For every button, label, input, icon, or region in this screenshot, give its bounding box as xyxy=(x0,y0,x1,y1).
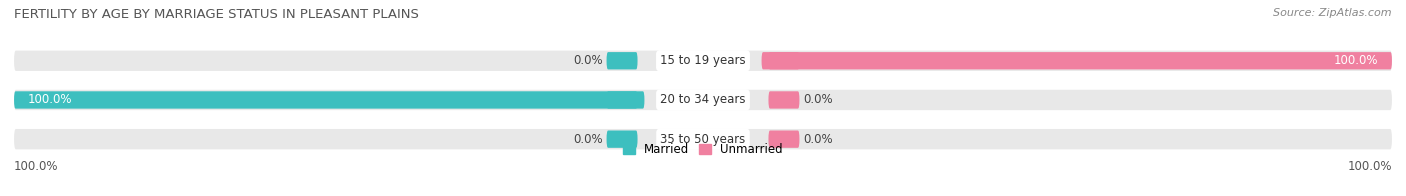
FancyBboxPatch shape xyxy=(606,52,637,69)
FancyBboxPatch shape xyxy=(14,90,1392,110)
Text: 0.0%: 0.0% xyxy=(803,133,832,146)
FancyBboxPatch shape xyxy=(769,91,800,109)
Text: 0.0%: 0.0% xyxy=(574,54,603,67)
FancyBboxPatch shape xyxy=(769,52,800,69)
Text: 100.0%: 100.0% xyxy=(1334,54,1378,67)
Text: 0.0%: 0.0% xyxy=(803,93,832,106)
FancyBboxPatch shape xyxy=(14,91,644,109)
Text: 20 to 34 years: 20 to 34 years xyxy=(661,93,745,106)
Text: 100.0%: 100.0% xyxy=(1347,160,1392,172)
Text: 35 to 50 years: 35 to 50 years xyxy=(661,133,745,146)
Text: 100.0%: 100.0% xyxy=(14,160,59,172)
FancyBboxPatch shape xyxy=(14,51,1392,71)
Text: 100.0%: 100.0% xyxy=(28,93,72,106)
Text: FERTILITY BY AGE BY MARRIAGE STATUS IN PLEASANT PLAINS: FERTILITY BY AGE BY MARRIAGE STATUS IN P… xyxy=(14,8,419,21)
FancyBboxPatch shape xyxy=(762,52,1392,69)
Text: 15 to 19 years: 15 to 19 years xyxy=(661,54,745,67)
Text: Source: ZipAtlas.com: Source: ZipAtlas.com xyxy=(1274,8,1392,18)
Text: 0.0%: 0.0% xyxy=(574,133,603,146)
FancyBboxPatch shape xyxy=(606,91,637,109)
FancyBboxPatch shape xyxy=(606,131,637,148)
Legend: Married, Unmarried: Married, Unmarried xyxy=(619,139,787,161)
FancyBboxPatch shape xyxy=(769,131,800,148)
FancyBboxPatch shape xyxy=(14,129,1392,149)
